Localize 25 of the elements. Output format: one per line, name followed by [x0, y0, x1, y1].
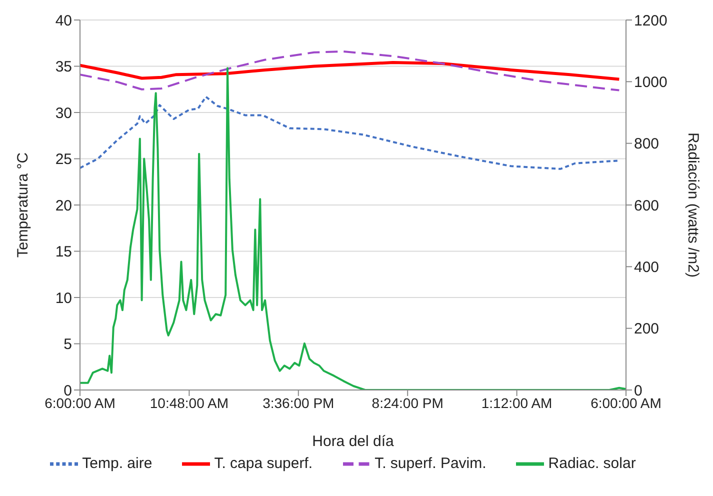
legend-label: Temp. aire	[82, 454, 152, 472]
y-tick-label: 15	[55, 244, 72, 261]
x-tick-label: 1:12:00 AM	[481, 394, 552, 411]
y2-tick-label: 1200	[634, 12, 668, 30]
x-tick-label: 8:24:00 PM	[372, 394, 444, 411]
y-axis-title: Temperatura °C	[14, 152, 32, 258]
y-tick-label: 35	[55, 58, 72, 76]
y2-tick-label: 800	[634, 136, 660, 153]
y-tick-label: 40	[55, 12, 72, 30]
legend-label: T. capa superf.	[214, 454, 313, 472]
legend-label: Radiac. solar	[548, 454, 636, 472]
x-tick-label: 3:36:00 PM	[262, 394, 334, 411]
y-tick-label: 5	[64, 336, 72, 354]
y2-tick-label: 400	[634, 258, 660, 276]
y-tick-label: 25	[55, 151, 72, 168]
y2-axis-title: Radiación (watts /m2)	[684, 132, 702, 278]
y-tick-label: 20	[55, 197, 72, 214]
legend-label: T. superf. Pavim.	[374, 454, 486, 472]
y-tick-label: 30	[55, 104, 72, 122]
y-tick-label: 10	[55, 290, 72, 307]
y2-tick-label: 1000	[634, 74, 668, 91]
x-tick-label: 10:48:00 AM	[150, 394, 229, 411]
x-axis-title: Hora del día	[312, 433, 395, 450]
y2-tick-label: 200	[634, 320, 660, 338]
y2-tick-label: 600	[634, 197, 660, 214]
